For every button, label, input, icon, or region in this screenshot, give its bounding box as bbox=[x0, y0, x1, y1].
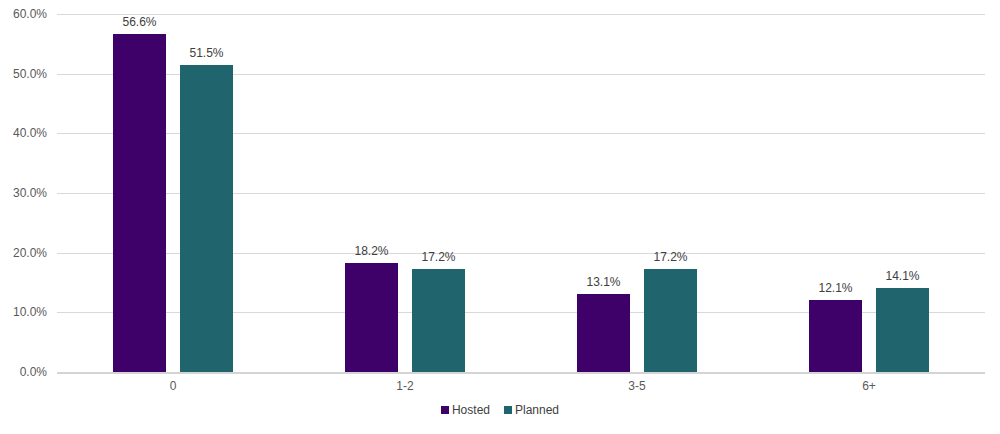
y-axis-tick-label: 60.0% bbox=[1, 7, 47, 21]
x-axis-category-label: 0 bbox=[113, 379, 233, 393]
bar-value-label: 51.5% bbox=[162, 46, 252, 60]
x-axis-category-label: 1-2 bbox=[345, 379, 465, 393]
gridline bbox=[57, 14, 985, 15]
y-axis-tick-label: 10.0% bbox=[1, 305, 47, 319]
legend-swatch-hosted-icon bbox=[441, 406, 449, 414]
x-axis-category-label: 3-5 bbox=[577, 379, 697, 393]
legend-item-hosted: Hosted bbox=[441, 403, 490, 417]
bar-planned-6+ bbox=[876, 288, 929, 372]
bar-hosted-1-2 bbox=[345, 263, 398, 372]
y-axis-tick-label: 50.0% bbox=[1, 67, 47, 81]
bar-value-label: 56.6% bbox=[95, 15, 185, 29]
x-axis-category-label: 6+ bbox=[809, 379, 929, 393]
bar-hosted-0 bbox=[113, 34, 166, 372]
bar-value-label: 17.2% bbox=[626, 250, 716, 264]
grouped-bar-chart: 0.0% 10.0% 20.0% 30.0% 40.0% 50.0% 60.0% 56.6% 5… bbox=[0, 0, 1000, 434]
bar-planned-1-2 bbox=[412, 269, 465, 372]
y-axis-tick-label: 0.0% bbox=[1, 365, 47, 379]
bar-value-label: 14.1% bbox=[858, 269, 948, 283]
bar-planned-3-5 bbox=[644, 269, 697, 372]
legend: Hosted Planned bbox=[0, 403, 1000, 417]
bar-value-label: 13.1% bbox=[559, 275, 649, 289]
bar-hosted-3-5 bbox=[577, 294, 630, 372]
y-axis-tick-label: 30.0% bbox=[1, 186, 47, 200]
bar-value-label: 17.2% bbox=[394, 250, 484, 264]
legend-label-hosted: Hosted bbox=[452, 403, 490, 417]
y-axis-tick-label: 40.0% bbox=[1, 126, 47, 140]
bar-planned-0 bbox=[180, 65, 233, 372]
y-axis-tick-label: 20.0% bbox=[1, 246, 47, 260]
legend-swatch-planned-icon bbox=[504, 406, 512, 414]
bar-value-label: 12.1% bbox=[791, 281, 881, 295]
legend-label-planned: Planned bbox=[515, 403, 559, 417]
bar-hosted-6+ bbox=[809, 300, 862, 372]
x-axis-line bbox=[57, 372, 985, 374]
legend-item-planned: Planned bbox=[504, 403, 559, 417]
